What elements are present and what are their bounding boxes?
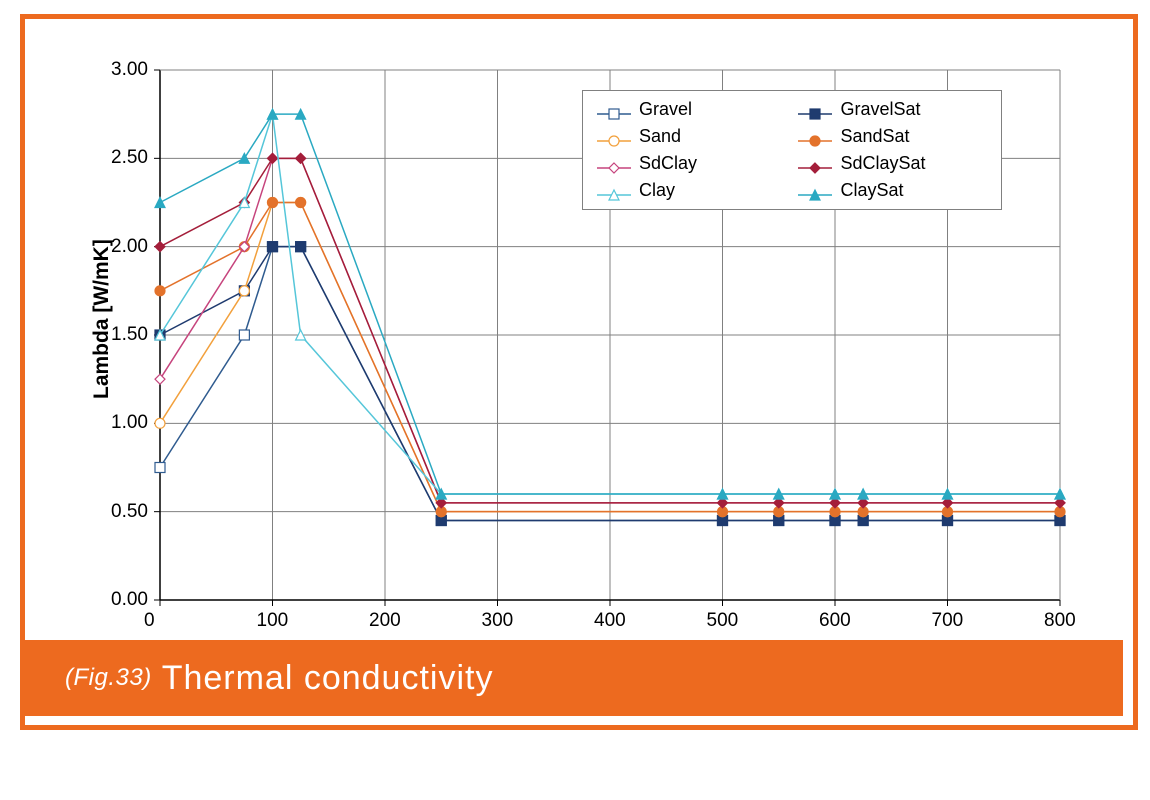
x-tick-label: 400 <box>594 610 626 632</box>
legend-label: Sand <box>639 126 681 147</box>
legend-label: ClaySat <box>840 180 903 201</box>
legend-label: Gravel <box>639 99 692 120</box>
legend-label: GravelSat <box>840 99 920 120</box>
legend-swatch <box>798 158 832 170</box>
legend-swatch <box>798 131 832 143</box>
legend-label: SdClaySat <box>840 153 925 174</box>
y-tick-label: 1.50 <box>111 324 148 346</box>
x-tick-label: 600 <box>819 610 851 632</box>
legend: Gravel GravelSat Sand SandSat SdClay SdClaySa… <box>582 90 1002 210</box>
legend-label: Clay <box>639 180 675 201</box>
legend-item: Clay <box>597 180 758 201</box>
legend-item: Gravel <box>597 99 758 120</box>
y-tick-label: 2.00 <box>111 236 148 258</box>
legend-swatch <box>798 185 832 197</box>
legend-label: SdClay <box>639 153 697 174</box>
y-tick-label: 2.50 <box>111 147 148 169</box>
legend-swatch <box>798 104 832 116</box>
legend-item: SdClaySat <box>798 153 987 174</box>
figure-canvas: 0.00 0.50 1.00 1.50 2.00 2.50 3.00 0 100 200 300 4… <box>0 0 1150 800</box>
legend-swatch <box>597 104 631 116</box>
y-tick-label: 1.00 <box>111 412 148 434</box>
x-tick-label: 200 <box>369 610 401 632</box>
x-tick-label: 0 <box>144 610 155 632</box>
caption-prefix: (Fig.33) <box>65 664 152 692</box>
legend-item: SdClay <box>597 153 758 174</box>
y-tick-label: 0.50 <box>111 501 148 523</box>
x-tick-label: 300 <box>482 610 514 632</box>
legend-item: ClaySat <box>798 180 987 201</box>
legend-item: SandSat <box>798 126 987 147</box>
y-tick-label: 3.00 <box>111 59 148 81</box>
x-tick-label: 500 <box>707 610 739 632</box>
x-tick-label: 800 <box>1044 610 1076 632</box>
y-axis-title: Lambda [W/mK] <box>90 239 114 399</box>
x-tick-label: 700 <box>932 610 964 632</box>
y-tick-label: 0.00 <box>111 589 148 611</box>
x-tick-label: 100 <box>257 610 289 632</box>
legend-swatch <box>597 131 631 143</box>
caption-bar: (Fig.33) Thermal conductivity <box>25 640 1123 716</box>
legend-label: SandSat <box>840 126 909 147</box>
legend-item: Sand <box>597 126 758 147</box>
legend-item: GravelSat <box>798 99 987 120</box>
legend-swatch <box>597 158 631 170</box>
legend-swatch <box>597 185 631 197</box>
caption-title: Thermal conductivity <box>162 659 494 698</box>
